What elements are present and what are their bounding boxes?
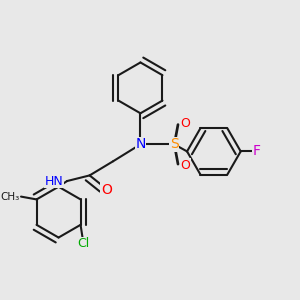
Text: O: O: [180, 159, 190, 172]
Text: CH₃: CH₃: [0, 192, 20, 202]
Text: Cl: Cl: [77, 237, 89, 250]
Text: O: O: [101, 182, 112, 197]
Text: F: F: [253, 144, 261, 158]
Text: S: S: [170, 137, 179, 152]
Text: O: O: [180, 117, 190, 130]
Text: N: N: [135, 137, 146, 152]
Text: HN: HN: [45, 175, 64, 188]
